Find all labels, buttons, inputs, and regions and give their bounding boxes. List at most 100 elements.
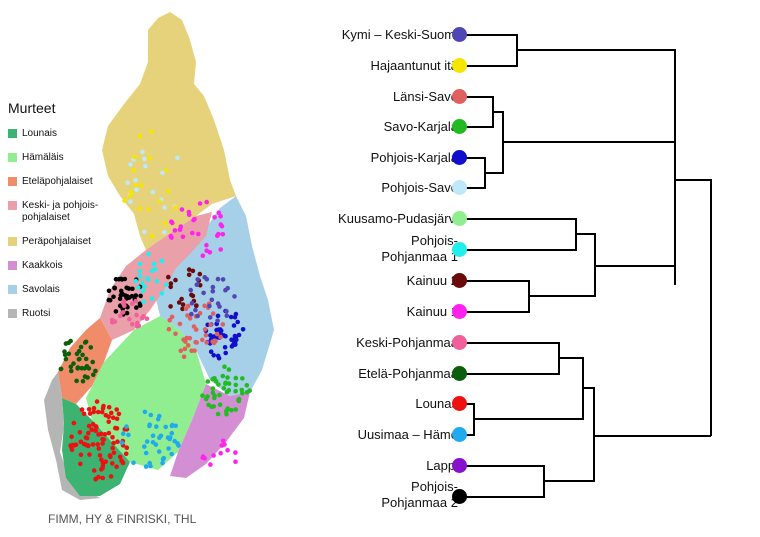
sample-dot xyxy=(117,454,123,460)
sample-dot xyxy=(114,407,119,412)
sample-dot xyxy=(142,156,147,162)
sample-dot xyxy=(58,366,64,372)
sample-dot xyxy=(76,348,82,354)
sample-dot xyxy=(228,314,234,320)
sample-dot xyxy=(106,414,111,420)
sample-dot xyxy=(132,362,138,367)
sample-dot xyxy=(218,334,223,340)
sample-dot xyxy=(208,333,213,338)
sample-dot xyxy=(124,424,129,429)
sample-dot xyxy=(167,317,172,323)
legend-item-keski-pohjois-pohjalaiset: Keski- ja pohjois-pohjalaiset xyxy=(8,200,118,224)
sample-dot xyxy=(160,374,165,380)
sample-dot xyxy=(139,280,145,286)
sample-dot xyxy=(183,306,189,312)
sample-dot xyxy=(120,460,126,466)
sample-dot xyxy=(233,407,238,412)
sample-dot xyxy=(215,353,221,359)
sample-dot xyxy=(221,385,227,391)
sample-dot xyxy=(124,445,130,451)
sample-dot xyxy=(176,300,182,305)
leaf-node-etela-pohjanmaa xyxy=(452,366,467,381)
sample-dot xyxy=(120,310,126,315)
sample-dot xyxy=(126,295,132,300)
sample-dot xyxy=(200,393,205,399)
sample-dot xyxy=(194,303,199,308)
sample-dot xyxy=(68,338,73,344)
sample-dot xyxy=(196,231,201,237)
sample-dot xyxy=(112,319,118,324)
sample-dot xyxy=(162,230,167,235)
sample-dot xyxy=(93,428,98,434)
legend-swatch xyxy=(8,237,17,246)
leaf-label-hajaantunut-ita: Hajaantunut itä xyxy=(370,58,458,73)
sample-dot xyxy=(214,331,220,337)
sample-dot xyxy=(93,368,98,374)
sample-dot xyxy=(155,416,161,422)
sample-dot xyxy=(115,439,120,445)
sample-dot xyxy=(128,189,134,195)
sample-dot xyxy=(118,313,123,319)
sample-dot xyxy=(116,411,122,417)
sample-dot xyxy=(148,463,153,469)
sample-dot xyxy=(179,207,185,212)
sample-dot xyxy=(216,382,221,387)
sample-dot xyxy=(211,334,217,339)
sample-dot xyxy=(75,366,80,371)
sample-dot xyxy=(185,313,190,318)
sample-dots xyxy=(58,129,252,482)
sample-dot xyxy=(149,268,155,274)
sample-dot xyxy=(133,298,138,304)
sample-dot xyxy=(123,293,128,298)
legend-item-hamalais: Hämäläis xyxy=(8,152,118,164)
sample-dot xyxy=(133,178,138,183)
legend-swatch xyxy=(8,153,17,162)
sample-dot xyxy=(128,162,133,167)
leaf-node-kymi-keski-suomi xyxy=(452,27,467,42)
leaf-node-pohjois-karjala xyxy=(452,150,467,165)
sample-dot xyxy=(117,296,123,302)
sample-dot xyxy=(140,149,145,155)
sample-dot xyxy=(201,290,206,296)
sample-dot xyxy=(134,324,140,329)
region-hamalais xyxy=(86,316,206,470)
region-etelapohjalaiset xyxy=(58,318,112,404)
sample-dot xyxy=(217,392,222,398)
sample-dot xyxy=(78,439,84,445)
sample-dot xyxy=(218,247,223,252)
sample-dot xyxy=(166,274,171,280)
sample-dot xyxy=(157,435,162,441)
sample-dot xyxy=(204,242,209,248)
sample-dot xyxy=(226,381,232,386)
sample-dot xyxy=(142,409,148,415)
sample-dot xyxy=(122,198,127,203)
sample-dot xyxy=(71,361,76,366)
sample-dot xyxy=(150,189,156,195)
sample-dot xyxy=(161,355,166,361)
sample-dot xyxy=(216,231,221,237)
sample-dot xyxy=(195,277,200,282)
sample-dot xyxy=(222,442,227,447)
sample-dot xyxy=(124,285,129,291)
sample-dot xyxy=(200,337,205,343)
sample-dot xyxy=(133,183,138,188)
sample-dot xyxy=(128,199,133,204)
sample-dot xyxy=(119,277,125,282)
sample-dot xyxy=(208,322,213,328)
sample-dot xyxy=(136,285,141,290)
sample-dot xyxy=(142,229,147,235)
sample-dot xyxy=(202,303,207,309)
sample-dot xyxy=(169,314,175,320)
branch-kainuu xyxy=(460,280,530,313)
sample-dot xyxy=(222,364,227,370)
sample-dot xyxy=(106,404,112,410)
sample-dot xyxy=(160,460,165,466)
sample-dot xyxy=(120,358,126,364)
sample-dot xyxy=(177,321,183,327)
sample-dot xyxy=(94,425,99,430)
sample-dot xyxy=(173,331,178,337)
sample-dot xyxy=(169,423,175,429)
sample-dot xyxy=(225,285,230,291)
leaf-node-kainuu-1 xyxy=(452,304,467,319)
sample-dot xyxy=(109,410,114,416)
